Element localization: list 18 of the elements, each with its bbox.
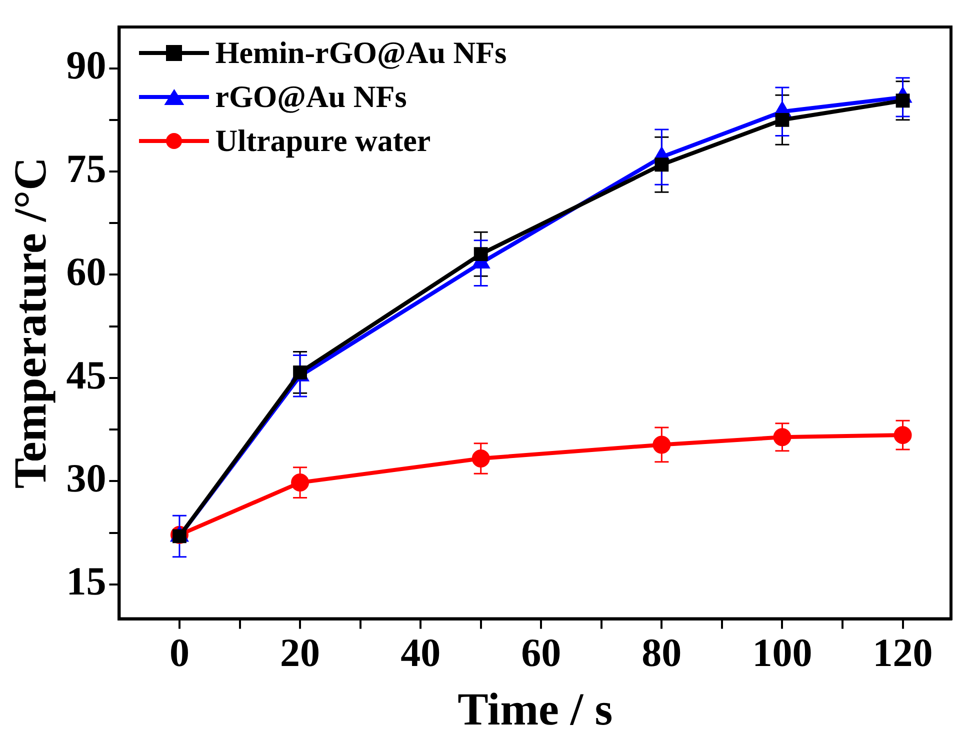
y-tick-label: 90: [66, 42, 106, 88]
y-tick-label: 45: [66, 352, 106, 398]
legend-label: Hemin-rGO@Au NFs: [215, 34, 507, 72]
x-axis-title: Time / s: [458, 683, 613, 734]
y-tick-label: 75: [66, 146, 106, 191]
legend-label: Ultrapure water: [215, 122, 431, 160]
x-tick-label: 0: [169, 630, 190, 676]
y-tick-label: 30: [66, 456, 106, 500]
x-tick-label: 100: [752, 630, 812, 676]
x-tick-label: 40: [400, 630, 441, 676]
x-tick-label: 60: [521, 630, 562, 676]
y-tick-label: 15: [66, 558, 106, 604]
y-axis-title: Temperature /°C: [4, 157, 56, 489]
x-tick-label: 80: [642, 630, 682, 676]
x-tick-label: 20: [280, 630, 320, 676]
y-tick-label: 60: [66, 249, 106, 294]
x-tick-label: 120: [872, 630, 933, 676]
legend-label: rGO@Au NFs: [215, 78, 407, 116]
